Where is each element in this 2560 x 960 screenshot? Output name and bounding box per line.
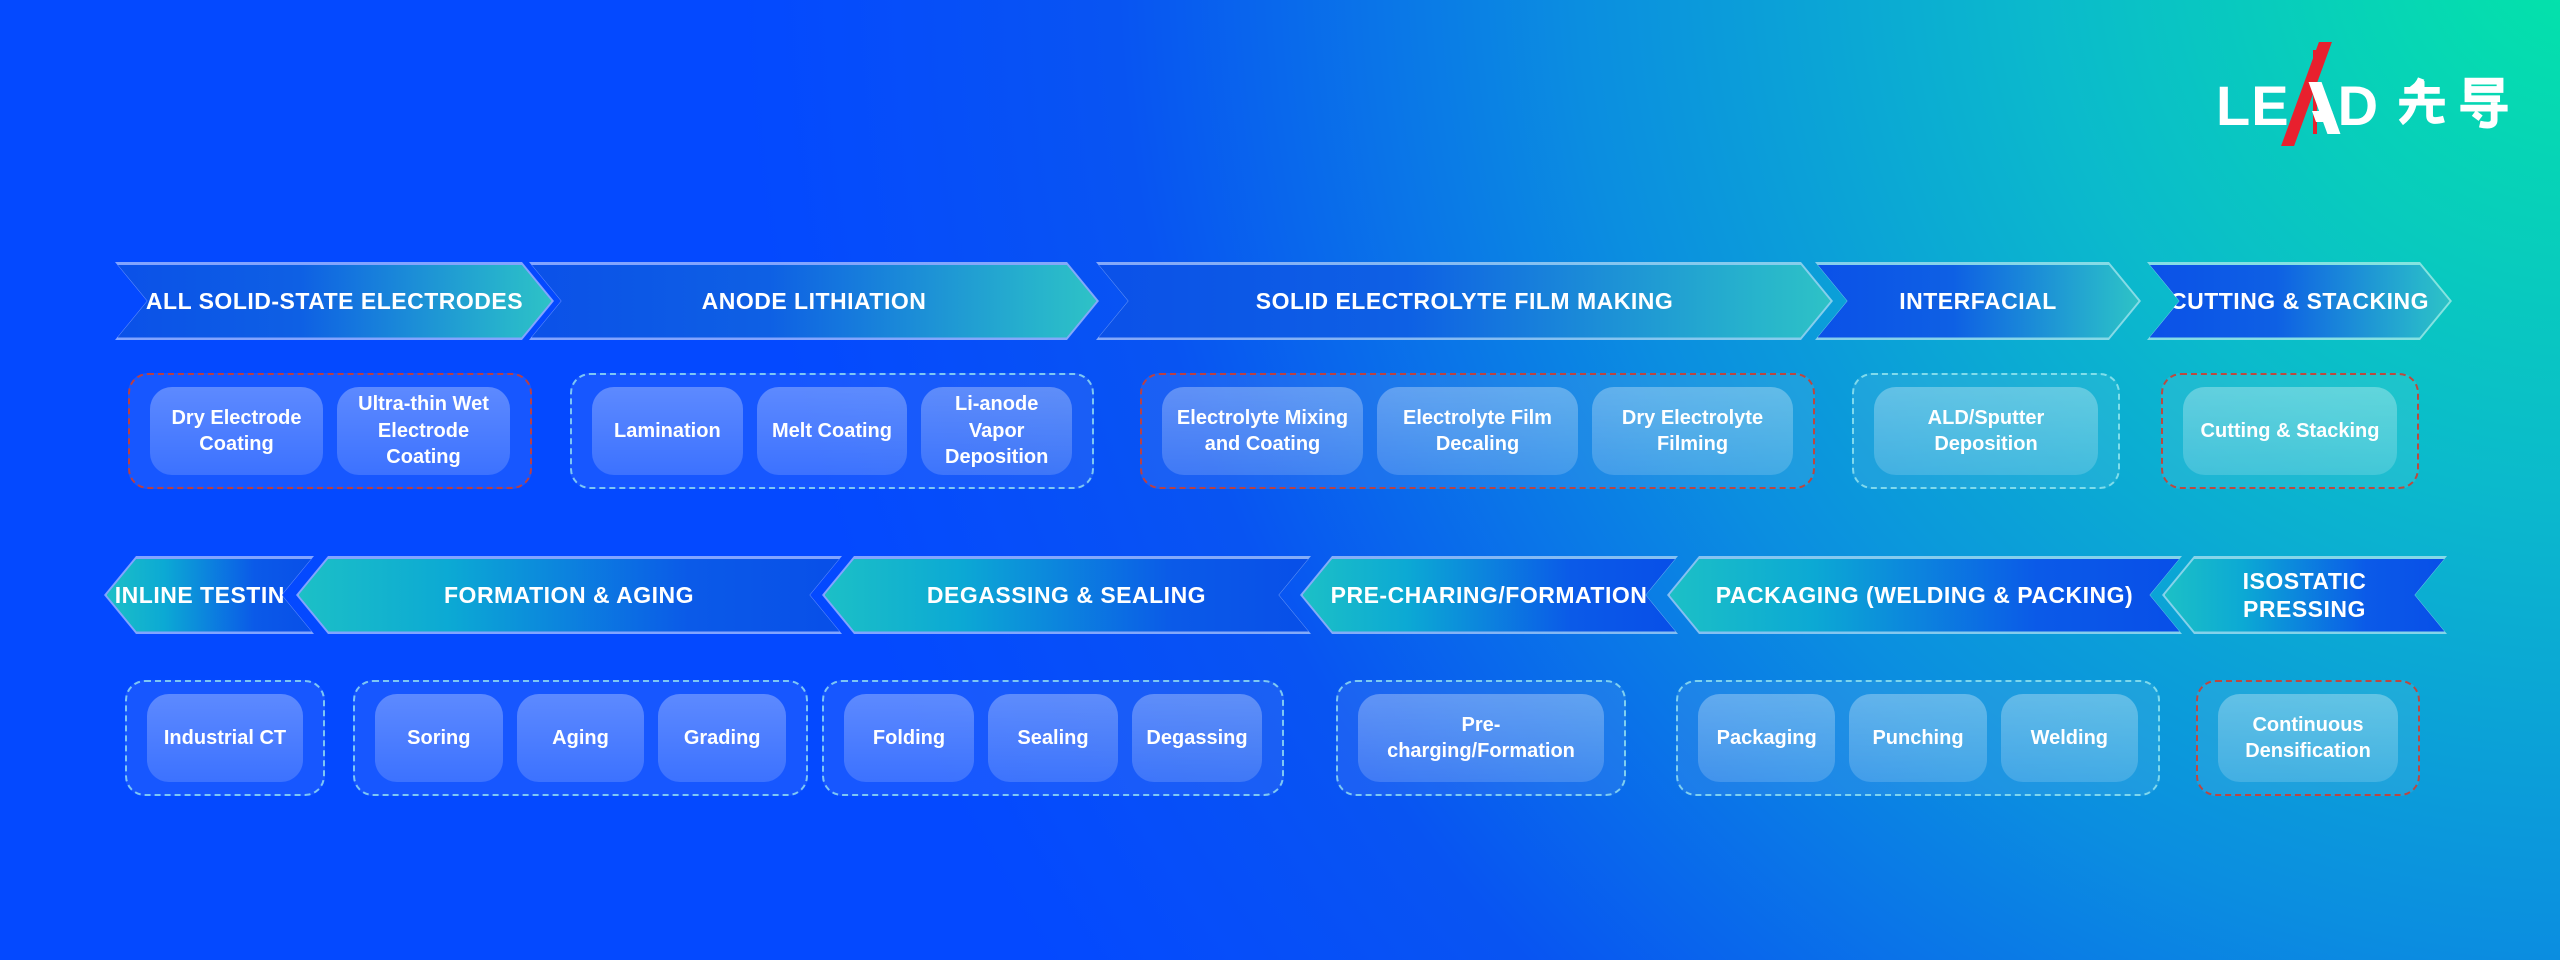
logo-text-d: D [2337,74,2380,137]
arrow-gradient-fill [825,559,1309,632]
process-box-punching: Punching [1849,694,1987,782]
process-group-interfacial: ALD/Sputter Deposition [1852,373,2120,489]
process-box-li-anode-vapor-deposition: Li-anode Vapor Deposition [921,387,1073,475]
process-box-continuous-densification: Continuous Densification [2218,694,2398,782]
arrow-gradient-fill [532,265,1097,338]
process-group-all-solid-state-electrodes: Dry Electrode Coating Ultra-thin Wet Ele… [128,373,532,489]
cjk-char-dao-icon [2460,77,2508,129]
stage-arrow-anode-lithiation: ANODE LITHIATION [529,262,1099,340]
stage-arrow-cutting-stacking: CUTTING & STACKING [2147,262,2452,340]
process-box-sealing: Sealing [988,694,1118,782]
process-box-welding: Welding [2000,694,2138,782]
stage-arrow-formation-aging: FORMATION & AGING [296,556,842,634]
stage-label: INLINE TESTING [114,581,304,608]
stage-label: PRE-CHARING/FORMATION [1330,581,1648,608]
stage-label: INTERFACIAL [1899,287,2057,314]
process-box-ultra-thin-wet-electrode-coating: Ultra-thin Wet Electrode Coating [337,387,510,475]
process-group-formation-aging: Soring Aging Grading [353,680,808,796]
arrow-gradient-fill [2150,265,2450,338]
arrow-gradient-fill [1099,265,1831,338]
arrow-gradient-fill [1303,559,1676,632]
stage-arrow-packaging-welding-packing: PACKAGING (WELDING & PACKING) [1667,556,2182,634]
process-group-inline-testing: Industrial CT [125,680,325,796]
arrow-gradient-fill [2165,559,2445,632]
process-box-industrial-ct: Industrial CT [147,694,303,782]
process-box-degassing: Degassing [1132,694,1262,782]
stage-label: ISOSTATIC PRESSING [2242,567,2367,622]
process-box-packaging: Packaging [1698,694,1836,782]
process-box-lamination: Lamination [592,387,743,475]
process-group-packaging-welding-packing: Packaging Punching Welding [1676,680,2160,796]
logo-text-le: LE [2216,74,2290,137]
stage-label: FORMATION & AGING [444,581,694,608]
stage-arrow-isostatic-pressing: ISOSTATIC PRESSING [2162,556,2447,634]
process-box-dry-electrolyte-filming: Dry Electrolyte Filming [1592,387,1793,475]
stage-arrow-solid-electrolyte-film-making: SOLID ELECTROLYTE FILM MAKING [1096,262,1833,340]
process-group-isostatic-pressing: Continuous Densification [2196,680,2420,796]
arrow-gradient-fill [1818,265,2139,338]
stage-arrow-all-solid-state-electrodes: ALL SOLID-STATE ELECTRODES [115,262,554,340]
process-box-folding: Folding [844,694,974,782]
stage-label: CUTTING & STACKING [2169,287,2429,314]
stage-label: PACKAGING (WELDING & PACKING) [1715,581,2134,608]
process-box-melt-coating: Melt Coating [756,387,908,475]
process-box-electrolyte-film-decaling: Electrolyte Film Decaling [1377,387,1578,475]
process-box-grading: Grading [658,694,787,782]
logo-a-crossbar [2311,111,2336,122]
stage-label: DEGASSING & SEALING [926,581,1207,608]
logo-letter-a [2280,42,2341,146]
process-box-aging: Aging [516,694,645,782]
arrow-gradient-fill [107,559,312,632]
logo-cjk-xiandao [2395,74,2511,132]
stage-arrow-inline-testing: INLINE TESTING [104,556,314,634]
process-box-soring: Soring [375,694,503,782]
process-box-dry-electrode-coating: Dry Electrode Coating [150,387,323,475]
process-box-electrolyte-mixing-and-coating: Electrolyte Mixing and Coating [1162,387,1363,475]
stage-arrow-degassing-sealing: DEGASSING & SEALING [822,556,1311,634]
process-group-cutting-stacking: Cutting & Stacking [2161,373,2419,489]
stage-arrow-interfacial: INTERFACIAL [1815,262,2141,340]
process-box-pre-charging-formation: Pre-charging/Formation [1358,694,1604,782]
arrow-gradient-fill [118,265,552,338]
stage-label: ALL SOLID-STATE ELECTRODES [145,287,524,314]
arrow-gradient-fill [299,559,840,632]
process-group-anode-lithiation: Lamination Melt Coating Li-anode Vapor D… [570,373,1094,489]
stage-arrow-pre-charing-formation: PRE-CHARING/FORMATION [1300,556,1678,634]
process-group-degassing-sealing: Folding Sealing Degassing [822,680,1284,796]
lead-logo: LE D [2216,42,2511,146]
arrow-gradient-fill [1670,559,2180,632]
cjk-char-xian-icon [2398,77,2445,126]
process-box-ald-sputter-deposition: ALD/Sputter Deposition [1874,387,2098,475]
stage-label: SOLID ELECTROLYTE FILM MAKING [1255,287,1674,314]
process-box-cutting-stacking: Cutting & Stacking [2183,387,2397,475]
process-group-solid-electrolyte-film-making: Electrolyte Mixing and Coating Electroly… [1140,373,1815,489]
process-group-pre-charing-formation: Pre-charging/Formation [1336,680,1626,796]
stage-label: ANODE LITHIATION [701,287,927,314]
